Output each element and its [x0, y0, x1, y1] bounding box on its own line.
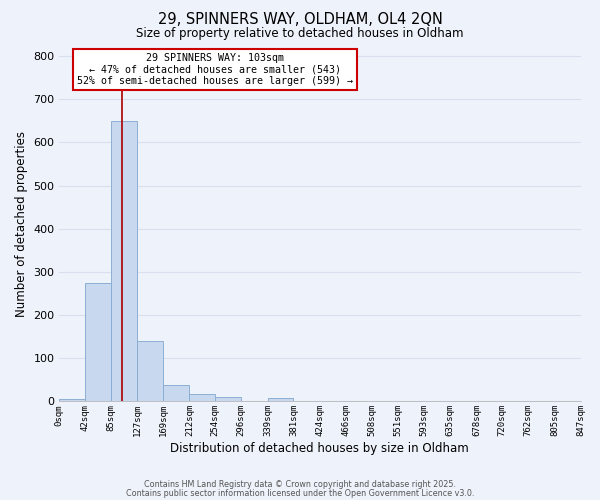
X-axis label: Distribution of detached houses by size in Oldham: Distribution of detached houses by size …: [170, 442, 469, 455]
Text: Contains HM Land Registry data © Crown copyright and database right 2025.: Contains HM Land Registry data © Crown c…: [144, 480, 456, 489]
Bar: [268, 398, 293, 402]
Bar: [163, 385, 190, 402]
Bar: [215, 397, 241, 402]
Bar: [476, 400, 502, 402]
Text: 29, SPINNERS WAY, OLDHAM, OL4 2QN: 29, SPINNERS WAY, OLDHAM, OL4 2QN: [158, 12, 442, 28]
Text: 29 SPINNERS WAY: 103sqm
← 47% of detached houses are smaller (543)
52% of semi-d: 29 SPINNERS WAY: 103sqm ← 47% of detache…: [77, 53, 353, 86]
Bar: [59, 400, 85, 402]
Bar: [111, 121, 137, 402]
Y-axis label: Number of detached properties: Number of detached properties: [15, 132, 28, 318]
Text: Contains public sector information licensed under the Open Government Licence v3: Contains public sector information licen…: [126, 488, 474, 498]
Bar: [137, 341, 163, 402]
Text: Size of property relative to detached houses in Oldham: Size of property relative to detached ho…: [136, 28, 464, 40]
Bar: [190, 394, 215, 402]
Bar: [85, 282, 111, 402]
